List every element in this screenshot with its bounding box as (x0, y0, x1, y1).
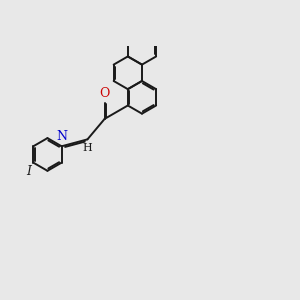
Text: I: I (26, 165, 31, 178)
Text: N: N (57, 130, 68, 143)
Text: O: O (100, 87, 110, 100)
Text: H: H (82, 143, 92, 153)
